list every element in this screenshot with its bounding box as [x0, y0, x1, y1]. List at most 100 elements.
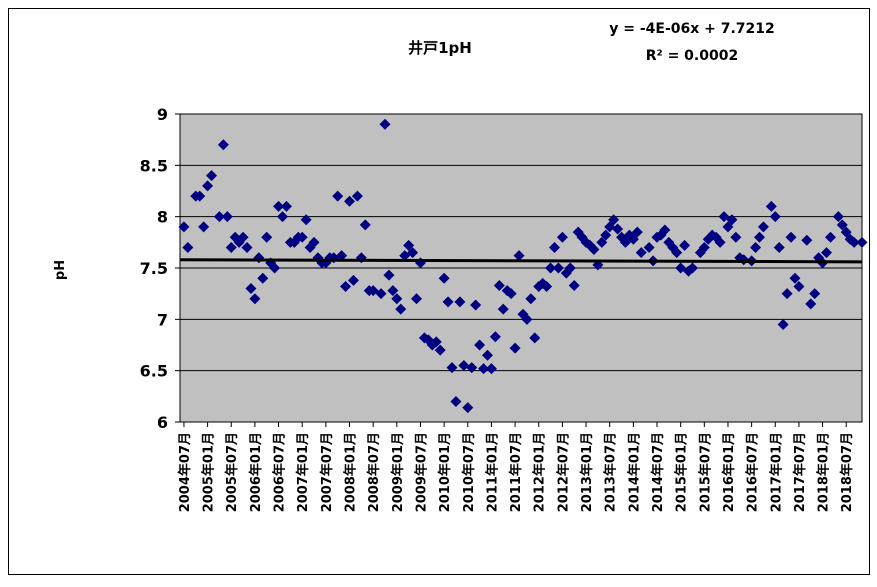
data-point	[529, 332, 541, 344]
data-point	[596, 236, 608, 248]
x-tick-label: 2016年01月	[721, 432, 737, 512]
data-point	[781, 288, 793, 300]
data-point	[631, 226, 643, 238]
data-point	[497, 303, 509, 315]
x-tick-label: 2007年01月	[295, 432, 311, 512]
x-tick-label: 2015年07月	[697, 432, 713, 512]
data-point	[777, 318, 789, 330]
data-point	[450, 395, 462, 407]
data-point	[627, 233, 639, 245]
x-tick-label: 2015年01月	[674, 432, 690, 512]
data-point	[809, 288, 821, 300]
data-point	[383, 269, 395, 281]
data-point	[730, 231, 742, 243]
data-point	[556, 231, 568, 243]
x-tick-label: 2008年07月	[366, 432, 382, 512]
data-point	[801, 234, 813, 246]
data-point	[434, 344, 446, 356]
y-tick-label: 6	[157, 413, 168, 432]
data-point	[765, 200, 777, 212]
data-point	[347, 274, 359, 286]
data-point	[391, 293, 403, 305]
data-point	[411, 293, 423, 305]
data-point	[824, 231, 836, 243]
y-tick-label: 8.5	[140, 156, 168, 175]
data-point	[340, 280, 352, 292]
data-point	[679, 239, 691, 251]
data-point	[276, 211, 288, 223]
x-tick-label: 2011年01月	[484, 432, 500, 512]
data-point	[446, 362, 458, 374]
data-point	[344, 195, 356, 207]
data-point	[213, 211, 225, 223]
plot-border	[179, 113, 863, 423]
x-tick-label: 2009年01月	[390, 432, 406, 512]
data-point	[493, 279, 505, 291]
data-point	[600, 229, 612, 241]
data-point	[686, 262, 698, 274]
y-tick-label: 8	[157, 208, 168, 227]
data-point	[245, 283, 257, 295]
x-tick-label: 2017年07月	[792, 432, 808, 512]
data-point	[466, 362, 478, 374]
x-tick-label: 2014年01月	[626, 432, 642, 512]
data-point	[722, 221, 734, 233]
data-point	[750, 241, 762, 253]
data-point	[773, 241, 785, 253]
data-point	[269, 262, 281, 274]
x-tick-label: 2009年07月	[413, 432, 429, 512]
x-tick-label: 2006年01月	[248, 432, 264, 512]
data-point	[513, 250, 525, 262]
data-point	[588, 244, 600, 256]
data-point	[481, 349, 493, 361]
data-point	[509, 342, 521, 354]
data-point	[793, 280, 805, 292]
data-point	[505, 288, 517, 300]
data-point	[836, 219, 848, 231]
data-point	[608, 214, 620, 226]
x-tick-label: 2016年07月	[745, 432, 761, 512]
data-point	[643, 241, 655, 253]
data-point	[336, 250, 348, 262]
y-tick-label: 7	[157, 310, 168, 329]
data-point	[698, 241, 710, 253]
data-point	[454, 296, 466, 308]
data-point	[296, 231, 308, 243]
data-point	[359, 219, 371, 231]
data-point	[489, 331, 501, 343]
data-point	[805, 298, 817, 310]
data-point	[225, 241, 237, 253]
data-point	[726, 214, 738, 226]
x-tick-label: 2012年07月	[555, 432, 571, 512]
data-point	[332, 190, 344, 202]
data-point	[458, 360, 470, 372]
data-point	[848, 236, 860, 248]
x-tick-label: 2018年07月	[839, 432, 855, 512]
data-point	[821, 247, 833, 259]
data-point	[549, 241, 561, 253]
data-point	[785, 231, 797, 243]
data-point	[521, 313, 533, 325]
x-tick-label: 2018年01月	[816, 432, 832, 512]
data-point	[206, 170, 218, 182]
data-point	[568, 279, 580, 291]
data-point	[541, 280, 553, 292]
data-point	[769, 211, 781, 223]
x-tick-label: 2005年01月	[201, 432, 217, 512]
data-point	[545, 262, 557, 274]
trendline	[179, 258, 863, 264]
chart-title: 井戸1pH	[408, 39, 472, 57]
data-point	[635, 247, 647, 259]
data-point	[462, 402, 474, 414]
data-point	[442, 296, 454, 308]
data-point	[856, 236, 868, 248]
y-tick-label: 6.5	[140, 362, 168, 381]
data-point	[525, 293, 537, 305]
data-point	[395, 303, 407, 315]
x-tick-label: 2008年01月	[343, 432, 359, 512]
data-point	[375, 288, 387, 300]
data-point	[379, 118, 391, 130]
x-tick-label: 2004年07月	[177, 432, 193, 512]
data-point	[407, 247, 419, 259]
data-point	[438, 272, 450, 284]
